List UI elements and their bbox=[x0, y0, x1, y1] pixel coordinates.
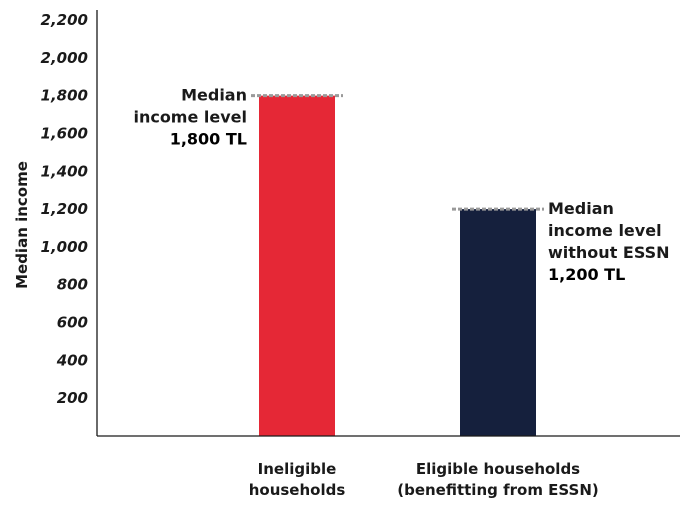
annotation-value-label: 1,200 TL bbox=[548, 265, 625, 284]
bar bbox=[460, 209, 536, 436]
x-category-label: Eligible households bbox=[416, 460, 580, 478]
y-tick-label: 2,200 bbox=[41, 11, 88, 29]
annotation-text: income level bbox=[548, 221, 662, 240]
annotation-value-label: 1,800 TL bbox=[170, 130, 247, 149]
y-tick-label: 600 bbox=[57, 314, 88, 332]
x-category-label: (benefitting from ESSN) bbox=[397, 481, 599, 499]
y-tick-label: 2,000 bbox=[41, 49, 88, 67]
y-tick-label: 400 bbox=[56, 351, 88, 369]
annotation-text: Median bbox=[181, 86, 247, 105]
y-tick-label: 800 bbox=[57, 276, 88, 294]
annotation-text: Median bbox=[548, 199, 614, 218]
annotation-text: income level bbox=[133, 108, 247, 127]
x-category-label: households bbox=[249, 481, 346, 499]
y-tick-label: 1,000 bbox=[41, 238, 88, 256]
y-tick-label: 200 bbox=[57, 389, 88, 407]
y-tick-label: 1,400 bbox=[41, 162, 88, 180]
y-tick-label: 1,200 bbox=[41, 200, 88, 218]
x-category-label: Ineligible bbox=[258, 460, 337, 478]
annotation-text: without ESSN bbox=[548, 243, 670, 262]
y-tick-label: 1,800 bbox=[41, 87, 88, 105]
y-axis-label: Median income bbox=[13, 161, 31, 289]
y-tick-label: 1,600 bbox=[41, 124, 88, 142]
bar bbox=[259, 95, 335, 437]
